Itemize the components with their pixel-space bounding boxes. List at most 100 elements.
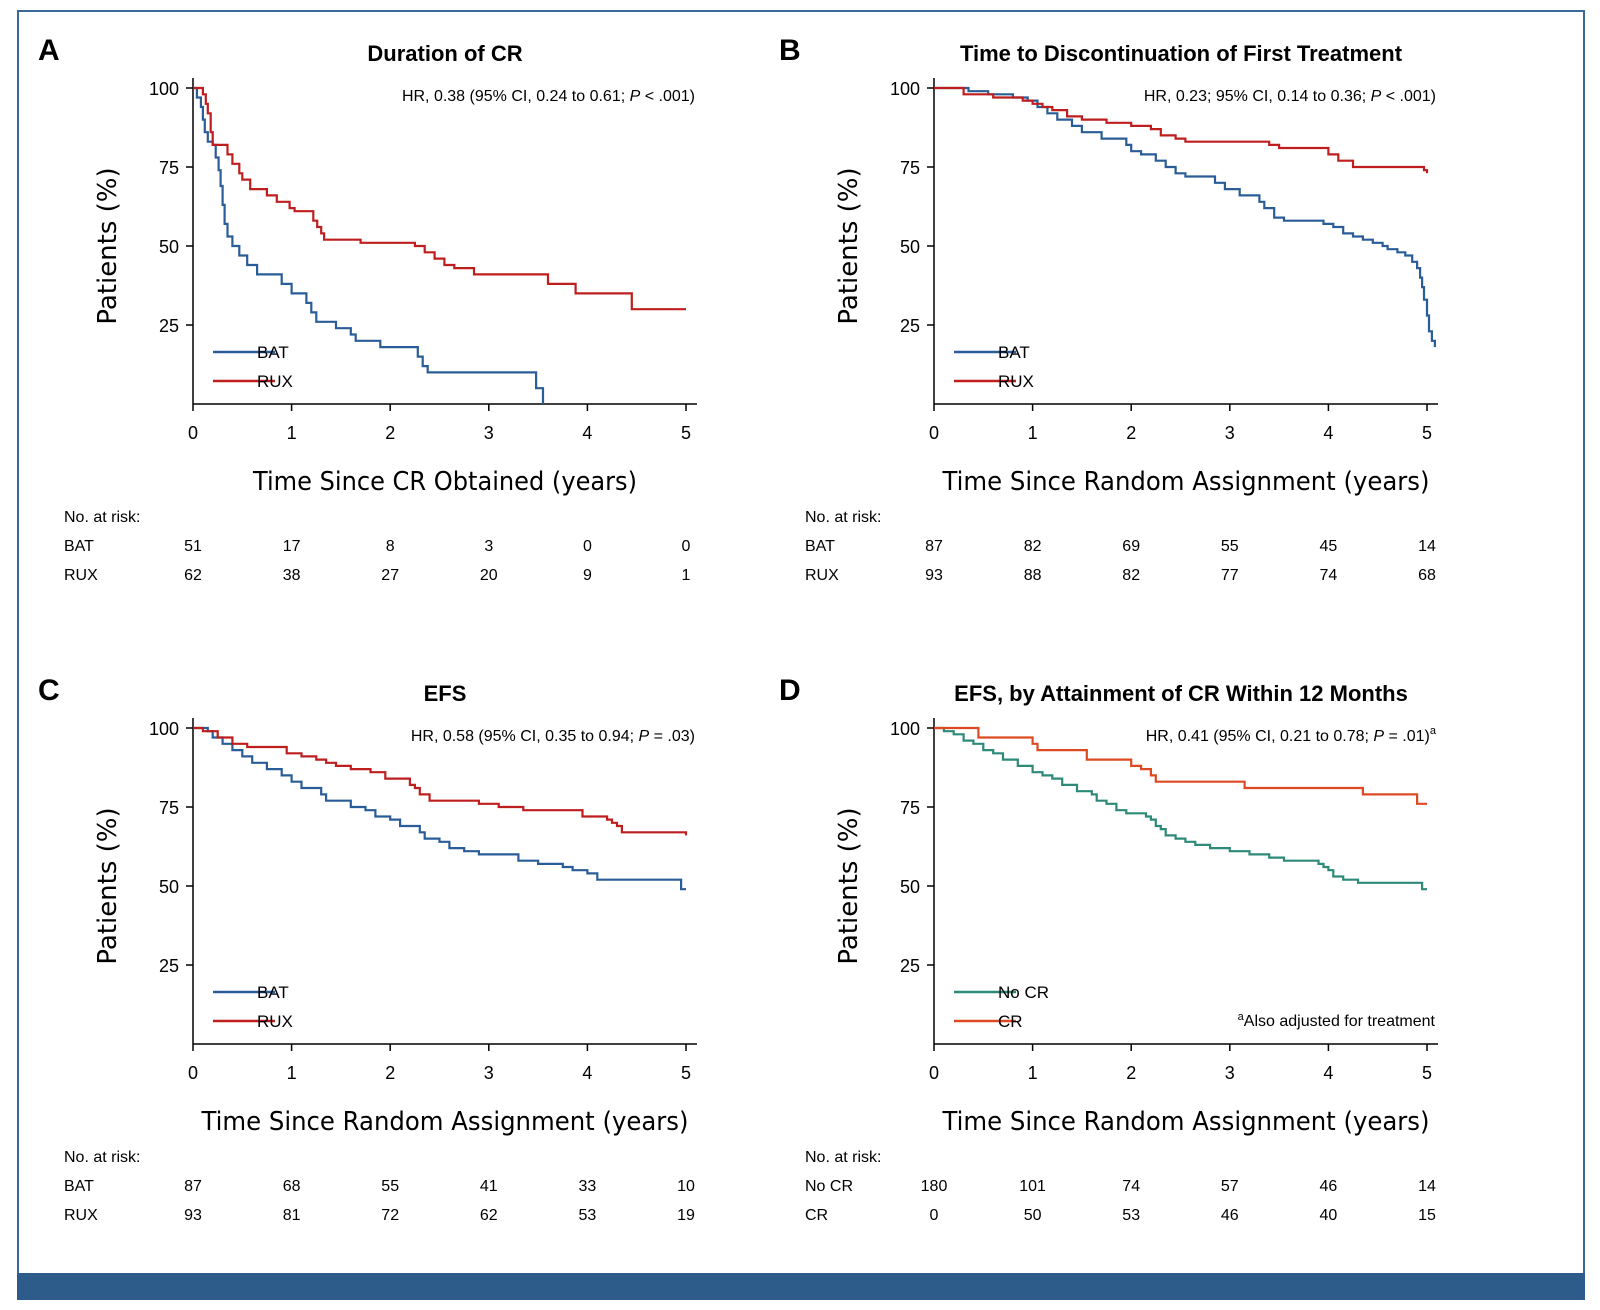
risk-row-label: BAT: [64, 538, 94, 555]
x-tick-label: 5: [681, 1063, 691, 1083]
series-line-rux: [193, 86, 686, 311]
risk-count: 1: [682, 567, 691, 584]
footnote: aAlso adjusted for treatment: [1238, 1011, 1436, 1030]
hr-text: HR, 0.23; 95% CI, 0.14 to 0.36;: [1144, 88, 1371, 105]
y-tick-label: 75: [159, 798, 179, 818]
risk-count: 14: [1418, 538, 1436, 555]
panel-letter: A: [38, 34, 60, 67]
y-tick-label: 25: [900, 956, 920, 976]
risk-count: 101: [1019, 1178, 1046, 1195]
p-label: P: [1373, 728, 1384, 745]
y-tick-label: 25: [159, 956, 179, 976]
y-axis-title: Patients (%): [93, 167, 123, 324]
series-line-rux: [193, 726, 688, 836]
x-tick-label: 0: [929, 423, 939, 443]
risk-count: 0: [583, 538, 592, 555]
risk-count: 46: [1221, 1207, 1239, 1224]
legend-label-bat: BAT: [257, 343, 289, 362]
risk-count: 17: [283, 538, 301, 555]
legend-label-rux: RUX: [257, 1012, 293, 1031]
risk-count: 40: [1320, 1207, 1338, 1224]
p-label: P: [630, 88, 641, 105]
y-tick-label: 50: [159, 237, 179, 257]
risk-count: 50: [1024, 1207, 1042, 1224]
series-line-bat: [193, 726, 686, 891]
hr-text: HR, 0.38 (95% CI, 0.24 to 0.61;: [402, 88, 630, 105]
footnote-text: Also adjusted for treatment: [1244, 1013, 1436, 1030]
panel-a: A Duration of CR HR, 0.38 (95% CI, 0.24 to…: [38, 34, 697, 584]
panel-b: B Time to Discontinuation of First Treatm…: [779, 34, 1438, 584]
risk-count: 46: [1320, 1178, 1338, 1195]
x-tick-label: 4: [1323, 1063, 1333, 1083]
risk-count: 57: [1221, 1178, 1239, 1195]
series-line-cr: [934, 726, 1427, 805]
footnote-mark: a: [1430, 725, 1437, 737]
panel-letter: B: [779, 34, 801, 67]
risk-count: 38: [283, 567, 301, 584]
risk-count: 9: [583, 567, 592, 584]
risk-table-header: No. at risk:: [64, 509, 140, 526]
risk-count: 68: [283, 1178, 301, 1195]
risk-count: 82: [1122, 567, 1140, 584]
y-tick-label: 100: [890, 719, 920, 739]
risk-count: 41: [480, 1178, 498, 1195]
risk-count: 74: [1122, 1178, 1140, 1195]
risk-count: 55: [381, 1178, 399, 1195]
panel-title: Time to Discontinuation of First Treatme…: [960, 41, 1403, 66]
x-tick-label: 0: [188, 423, 198, 443]
panel-title: Duration of CR: [367, 41, 522, 66]
hazard-ratio-annotation: HR, 0.38 (95% CI, 0.24 to 0.61; P < .001…: [402, 88, 695, 105]
x-axis-title: Time Since Random Assignment (years): [942, 1107, 1430, 1137]
legend-label-rux: RUX: [998, 372, 1034, 391]
panel-c: C EFS HR, 0.58 (95% CI, 0.35 to 0.94; P = …: [38, 674, 697, 1224]
y-axis-title: Patients (%): [834, 807, 864, 964]
risk-count: 33: [579, 1178, 597, 1195]
hazard-ratio-annotation: HR, 0.58 (95% CI, 0.35 to 0.94; P = .03): [411, 728, 695, 745]
risk-count: 0: [930, 1207, 939, 1224]
p-value: < .001): [1381, 88, 1436, 105]
risk-count: 19: [677, 1207, 695, 1224]
x-tick-label: 1: [1028, 423, 1038, 443]
risk-row-label: No CR: [805, 1178, 853, 1195]
x-tick-label: 3: [484, 423, 494, 443]
risk-count: 20: [480, 567, 498, 584]
risk-count: 62: [184, 567, 202, 584]
hazard-ratio-annotation: HR, 0.23; 95% CI, 0.14 to 0.36; P < .001…: [1144, 88, 1436, 105]
hazard-ratio-annotation: HR, 0.41 (95% CI, 0.21 to 0.78; P = .01)…: [1146, 725, 1437, 745]
series-line-bat: [193, 86, 545, 404]
risk-count: 68: [1418, 567, 1436, 584]
panel-letter: D: [779, 674, 801, 707]
bottom-accent-bar: [17, 1273, 1585, 1300]
risk-count: 8: [386, 538, 395, 555]
risk-row-label: BAT: [805, 538, 835, 555]
y-axis-title: Patients (%): [93, 807, 123, 964]
risk-row-label: RUX: [64, 567, 98, 584]
p-label: P: [639, 728, 650, 745]
risk-count: 10: [677, 1178, 695, 1195]
y-tick-label: 50: [159, 877, 179, 897]
legend-label-bat: BAT: [257, 983, 289, 1002]
y-tick-label: 50: [900, 877, 920, 897]
series-line-rux: [934, 86, 1429, 174]
risk-count: 15: [1418, 1207, 1436, 1224]
risk-count: 14: [1418, 1178, 1436, 1195]
risk-count: 51: [184, 538, 202, 555]
y-tick-label: 100: [149, 719, 179, 739]
y-tick-label: 75: [900, 798, 920, 818]
x-tick-label: 1: [287, 1063, 297, 1083]
x-tick-label: 2: [385, 1063, 395, 1083]
y-tick-label: 100: [149, 79, 179, 99]
y-tick-label: 75: [159, 158, 179, 178]
series-line-bat: [934, 86, 1436, 348]
risk-count: 55: [1221, 538, 1239, 555]
x-tick-label: 5: [1422, 1063, 1432, 1083]
x-axis-title: Time Since Random Assignment (years): [201, 1107, 689, 1137]
x-tick-label: 1: [287, 423, 297, 443]
panel-title: EFS: [424, 681, 467, 706]
risk-row-label: RUX: [64, 1207, 98, 1224]
y-tick-label: 50: [900, 237, 920, 257]
p-value: = .01): [1384, 728, 1430, 745]
risk-count: 82: [1024, 538, 1042, 555]
risk-count: 45: [1320, 538, 1338, 555]
